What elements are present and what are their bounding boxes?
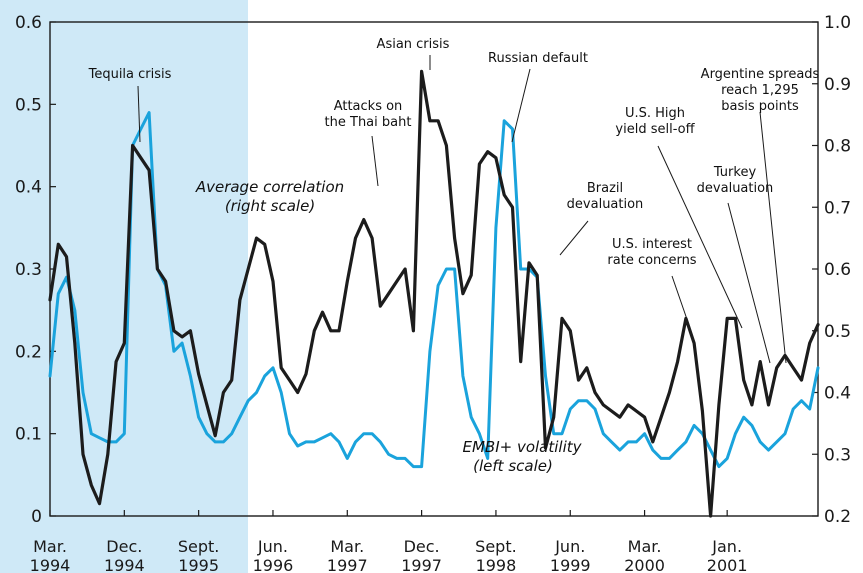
right-tick-label: 0.3 — [824, 445, 851, 465]
x-tick-label: 1994 — [104, 556, 145, 573]
x-tick-label: 1997 — [401, 556, 442, 573]
x-tick-label: 1999 — [550, 556, 591, 573]
right-tick-label: 0.7 — [824, 198, 851, 218]
annotation-thai: Attacks on — [334, 99, 403, 114]
annotation-russian: Russian default — [488, 51, 588, 66]
annotation-leader-usrate — [671, 275, 691, 329]
axes: 0 0.1 0.2 0.3 0.4 0.5 0.6 0.2 0.3 0.4 0.5 0.6 0.7 0.8… — [15, 13, 851, 573]
right-tick-label: 0.4 — [824, 384, 851, 404]
x-tick-label: Sept. — [475, 537, 517, 556]
x-tick-label: Jun. — [257, 537, 288, 556]
annotation-asian: Asian crisis — [377, 37, 450, 52]
right-tick-label: 0.8 — [824, 137, 851, 157]
annotation-avgcorr: Average correlation — [195, 178, 344, 196]
x-tick-label: Mar. — [628, 537, 662, 556]
annotation-turkey: Turkey — [713, 165, 757, 180]
x-tick-label: Jan. — [711, 537, 742, 556]
right-tick-label: 1.0 — [824, 13, 851, 33]
embi-volatility-label: (left scale) — [473, 457, 553, 475]
annotation-usrate: U.S. interest — [612, 237, 692, 252]
annotation-tequila: Tequila crisis — [88, 67, 172, 82]
x-tick-label: Dec. — [404, 537, 440, 556]
left-tick-label: 0 — [31, 507, 42, 527]
left-tick-label: 0.4 — [15, 178, 42, 198]
left-tick-label: 0.5 — [15, 95, 42, 115]
annotation-leader-argentine — [759, 111, 787, 364]
left-tick-label: 0.6 — [15, 13, 42, 33]
annotation-argentine: basis points — [721, 99, 799, 114]
shaded-region — [0, 0, 248, 573]
x-tick-label: Sept. — [178, 537, 220, 556]
x-tick-label: Mar. — [330, 537, 364, 556]
annotation-leader-tequila — [137, 85, 141, 143]
annotation-leader-ushigh — [657, 145, 743, 329]
annotation-ushigh: U.S. High — [625, 106, 685, 121]
series-layer — [48, 69, 820, 518]
embi-volatility-label: EMBI+ volatility — [462, 438, 582, 456]
annotation-brazil: devaluation — [567, 197, 644, 212]
annotation-avgcorr: (right scale) — [225, 197, 315, 215]
x-tick-label: 2001 — [707, 556, 748, 573]
left-tick-label: 0.1 — [15, 425, 42, 445]
x-tick-label: Jun. — [554, 537, 585, 556]
x-tick-label: 2000 — [624, 556, 665, 573]
annotation-brazil: Brazil — [587, 181, 623, 196]
annotation-leader-turkey — [727, 202, 771, 364]
annotation-argentine: Argentine spreads — [701, 67, 820, 82]
right-tick-label: 0.5 — [824, 322, 851, 342]
right-tick-label: 0.6 — [824, 260, 851, 280]
left-tick-label: 0.2 — [15, 342, 42, 362]
annotation-leader-thai — [371, 135, 379, 187]
x-tick-label: Mar. — [33, 537, 67, 556]
right-tick-label: 0.2 — [824, 507, 851, 527]
annotation-turkey: devaluation — [697, 181, 774, 196]
x-tick-label: 1997 — [327, 556, 368, 573]
annotation-leader-brazil — [559, 220, 589, 256]
annotation-ushigh: yield sell-off — [615, 122, 695, 137]
x-tick-label: 1998 — [476, 556, 517, 573]
embi-volatility-line — [48, 111, 820, 469]
average-correlation-line — [48, 69, 820, 518]
annotation-leader-russian — [511, 68, 531, 143]
annotation-argentine: reach 1,295 — [721, 83, 799, 98]
annotation-thai: the Thai baht — [325, 115, 412, 130]
x-tick-label: 1994 — [30, 556, 71, 573]
x-tick-label: 1996 — [253, 556, 294, 573]
annotation-usrate: rate concerns — [607, 253, 696, 268]
right-tick-label: 0.9 — [824, 75, 851, 95]
x-tick-label: 1995 — [178, 556, 219, 573]
left-tick-label: 0.3 — [15, 260, 42, 280]
x-tick-label: Dec. — [106, 537, 142, 556]
